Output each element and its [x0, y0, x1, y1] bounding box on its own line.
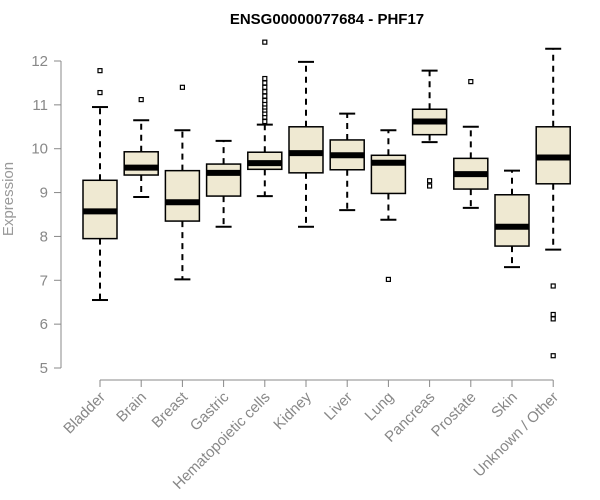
outlier-point [97, 68, 103, 74]
y-tick-label: 9 [40, 185, 48, 202]
box-unknown-other [535, 47, 571, 359]
outlier-point [427, 183, 433, 189]
box-brain [123, 96, 159, 198]
outlier-point [262, 39, 268, 45]
outlier-point [550, 316, 556, 322]
outlier-point [550, 353, 556, 359]
box-kidney [288, 60, 324, 228]
outlier-point [262, 80, 268, 86]
box-prostate [453, 79, 489, 209]
x-tick-label: Bladder [60, 389, 109, 438]
x-tick-label: Kidney [270, 388, 315, 433]
y-tick-label: 6 [40, 316, 48, 333]
outlier-point [427, 178, 433, 184]
outlier-point [262, 97, 268, 104]
outlier-point [262, 89, 268, 95]
outlier-point [262, 84, 268, 90]
box-liver [329, 112, 365, 212]
iqr-box [164, 169, 201, 222]
iqr-box [205, 163, 242, 197]
box-bladder [82, 68, 118, 302]
y-tick-label: 5 [40, 360, 48, 377]
outlier-point [262, 93, 268, 99]
outlier-point [468, 79, 474, 85]
x-tick-label: Prostate [428, 389, 480, 441]
outlier-point [179, 84, 185, 90]
x-tick-label: Breast [149, 388, 192, 431]
box-hematopoietic-cells [247, 39, 283, 198]
box-lung [370, 129, 407, 283]
chart-title: ENSG00000077684 - PHF17 [230, 11, 424, 28]
box-breast [164, 84, 201, 281]
boxes [82, 39, 571, 359]
y-tick-label: 12 [31, 53, 48, 70]
y-axis: 5 6 7 8 9 10 11 12 [31, 53, 62, 377]
outlier-point [262, 118, 268, 125]
box-skin [494, 169, 530, 269]
x-tick-label: Liver [321, 389, 356, 424]
y-tick-label: 11 [32, 97, 48, 114]
x-tick-label: Brain [113, 389, 150, 426]
outlier-point [262, 75, 268, 82]
outlier-point [97, 89, 103, 96]
outlier-point [385, 276, 391, 283]
iqr-box [494, 194, 530, 247]
outlier-point [550, 283, 556, 289]
box-gastric [205, 139, 242, 228]
box-pancreas [411, 69, 448, 189]
y-tick-label: 10 [31, 141, 48, 158]
x-tick-label: Skin [488, 389, 521, 422]
outlier-point [138, 96, 144, 103]
y-axis-label: Expression [0, 162, 17, 236]
outlier-point [550, 311, 556, 318]
x-tick-label: Lung [362, 389, 398, 425]
y-tick-label: 8 [40, 228, 48, 245]
y-tick-label: 7 [40, 272, 48, 289]
iqr-box [123, 151, 159, 176]
iqr-box [288, 126, 324, 174]
